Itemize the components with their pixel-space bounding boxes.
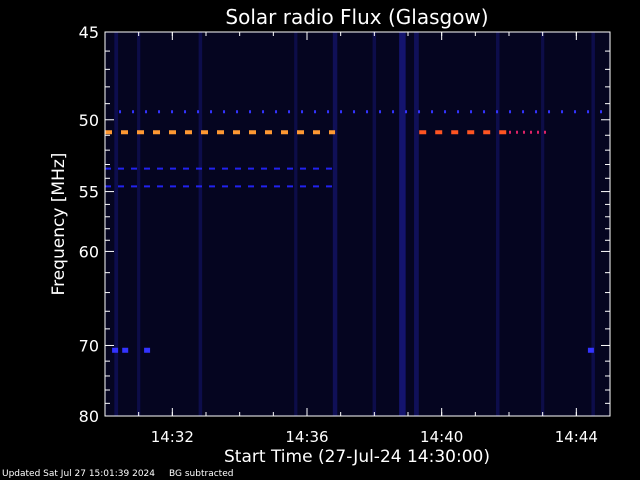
noise-streak (332, 32, 338, 416)
noise-streak (198, 32, 203, 416)
x-tick-label: 14:44 (555, 428, 598, 446)
noise-streak (414, 32, 419, 416)
noise-streak (541, 32, 545, 416)
y-tick-label: 50 (79, 111, 99, 130)
noise-streaks (114, 32, 595, 416)
updated-timestamp: Updated Sat Jul 27 15:01:39 2024 (2, 469, 156, 479)
y-tick-label: 80 (79, 407, 99, 426)
x-axis-ticks: 14:32 14:36 14:40 14:44 (138, 32, 598, 446)
x-tick-label: 14:36 (285, 428, 328, 446)
chart-title: Solar radio Flux (Glasgow) (225, 5, 488, 29)
noise-streak (294, 32, 298, 416)
bg-note: BG subtracted (169, 469, 234, 479)
noise-streak (399, 32, 406, 416)
x-tick-label: 14:40 (420, 428, 463, 446)
bright-spot (587, 347, 594, 353)
plot-frame (104, 31, 611, 417)
y-tick-label: 45 (79, 23, 99, 42)
y-tick-label: 70 (79, 336, 99, 355)
noise-streak (114, 32, 119, 416)
noise-streak (591, 32, 595, 416)
footer: Updated Sat Jul 27 15:01:39 2024 BG subtr… (2, 469, 247, 479)
y-tick-label: 55 (79, 183, 99, 202)
noise-streak (496, 32, 500, 416)
x-tick-label: 14:32 (151, 428, 194, 446)
x-axis-label: Start Time (27-Jul-24 14:30:00) (224, 447, 490, 467)
noise-streak (137, 32, 141, 416)
y-tick-label: 60 (79, 242, 99, 261)
bright-spot (144, 347, 151, 353)
bright-spots (112, 347, 594, 353)
bright-spot (112, 347, 119, 353)
emission-lines (105, 110, 610, 188)
plot-background (105, 32, 610, 416)
y-axis-ticks: 45 50 55 60 70 80 (79, 23, 610, 426)
bright-spot (122, 347, 129, 353)
y-axis-label: Frequency [MHz] (49, 153, 69, 296)
noise-streak (372, 32, 377, 416)
